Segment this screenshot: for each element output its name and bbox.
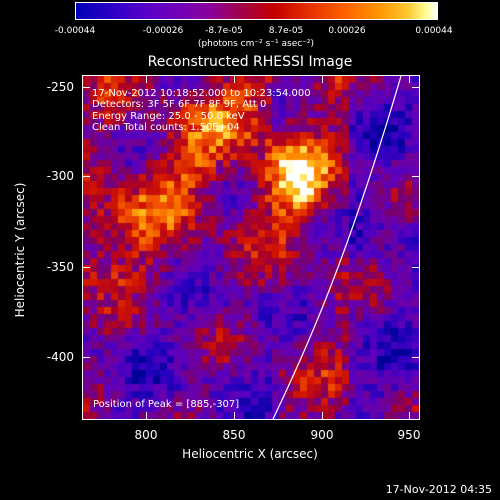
solar-limb-line [272,76,402,419]
tick-mark [234,412,235,420]
image-frame [82,75,420,420]
colorbar-tick-label: -0.00026 [142,26,184,36]
colorbar-unit-label: (photons cm⁻² s⁻¹ asec⁻²) [197,39,315,49]
colorbar-tick-label: -0.00044 [54,26,96,36]
tick-mark [146,412,147,420]
y-tick-label: -400 [46,350,74,364]
y-axis-label: Heliocentric Y (arcsec) [13,182,27,318]
tick-mark [82,176,90,177]
algorithm-label: Clean Total counts: 1.50E+04 [92,122,240,133]
y-tick-label: -250 [46,80,74,94]
colorbar [75,2,438,20]
solar-limb-overlay [272,76,402,419]
rhessi-image-map [83,76,419,419]
colorbar-tick-label: -8.7e-05 [205,26,243,36]
tick-mark [322,75,323,83]
peak-position-label: Position of Peak = [885,-307] [93,399,240,410]
x-tick-label: 800 [134,428,158,442]
tick-mark [409,75,410,83]
tick-mark [322,412,323,420]
energy-range-label: Energy Range: 25.0 - 50.0 keV [92,111,245,122]
x-axis-label: Heliocentric X (arcsec) [182,447,318,461]
tick-mark [82,87,90,88]
y-tick-label: -300 [46,169,74,183]
time-range-label: 17-Nov-2012 10:18:52.000 to 10:23:54.000 [92,88,311,99]
tick-mark [82,357,90,358]
tick-mark [234,75,235,83]
tick-mark [412,267,420,268]
colorbar-tick-label: 0.00026 [328,26,366,36]
tick-mark [82,267,90,268]
tick-mark [412,176,420,177]
x-tick-label: 950 [397,428,421,442]
colorbar-tick-label: 8.7e-05 [268,26,304,36]
x-tick-label: 850 [222,428,246,442]
y-tick-label: -350 [46,260,74,274]
tick-mark [146,75,147,83]
plot-title: Reconstructed RHESSI Image [147,54,353,70]
tick-mark [409,412,410,420]
tick-mark [412,357,420,358]
tick-mark [412,87,420,88]
colorbar-tick-label: 0.00044 [415,26,453,36]
x-tick-label: 900 [310,428,334,442]
detectors-label: Detectors: 3F 5F 6F 7F 8F 9F, Att 0 [92,99,267,110]
generation-timestamp: 17-Nov-2012 04:35 [385,483,492,496]
